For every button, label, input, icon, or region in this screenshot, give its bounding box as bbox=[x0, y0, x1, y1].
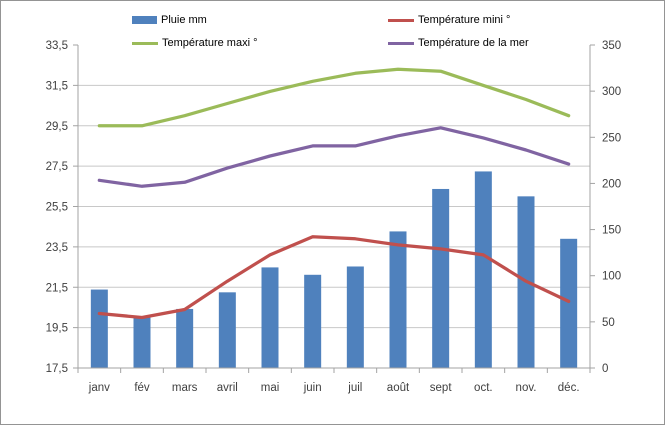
line-temperature-mini bbox=[97, 235, 571, 320]
left-axis-label: 17,5 bbox=[46, 363, 68, 375]
right-axis-label: 350 bbox=[602, 40, 621, 52]
bar-juin bbox=[304, 274, 322, 368]
right-axis-label: 200 bbox=[602, 178, 621, 190]
right-axis-label: 100 bbox=[602, 271, 621, 283]
legend-label-temperature-maxi: Température maxi ° bbox=[162, 37, 258, 49]
month-label-mars: mars bbox=[172, 382, 198, 394]
legend-item-temperature-mer: Température de la mer bbox=[388, 35, 529, 51]
month-label-juil: juil bbox=[347, 382, 362, 394]
line-temperature-maxi bbox=[97, 67, 571, 128]
bar-mars bbox=[176, 308, 194, 368]
month-label-dec: déc. bbox=[558, 382, 580, 394]
month-label-janv: janv bbox=[88, 382, 110, 394]
legend-label-temperature-mini: Température mini ° bbox=[418, 14, 511, 26]
right-axis-label: 300 bbox=[602, 86, 621, 98]
month-label-aout: août bbox=[387, 382, 410, 394]
month-label-juin: juin bbox=[303, 382, 322, 394]
right-axis-label: 50 bbox=[602, 317, 615, 329]
right-axis-label: 150 bbox=[602, 225, 621, 237]
bar-juil bbox=[346, 266, 364, 368]
bar-fev bbox=[133, 317, 151, 368]
legend-item-temperature-maxi: Température maxi ° bbox=[132, 35, 258, 51]
right-axis-label: 0 bbox=[602, 363, 608, 375]
legend-item-temperature-mini: Température mini ° bbox=[388, 12, 510, 28]
month-label-oct: oct. bbox=[474, 382, 493, 394]
month-label-nov: nov. bbox=[516, 382, 537, 394]
legend-label-pluie: Pluie mm bbox=[161, 14, 207, 26]
right-axis-label: 250 bbox=[602, 132, 621, 144]
left-axis-label: 19,5 bbox=[46, 323, 68, 335]
bar-janv bbox=[90, 289, 108, 368]
month-label-fev: fév bbox=[134, 382, 150, 394]
line-temperature-de-la-mer bbox=[97, 126, 571, 188]
month-label-mai: mai bbox=[261, 382, 280, 394]
left-axis-label: 25,5 bbox=[46, 202, 68, 214]
bar-oct bbox=[474, 171, 492, 368]
legend-line-swatch-temperature-mini bbox=[388, 18, 414, 22]
bar-sept bbox=[432, 188, 450, 368]
bar-aout bbox=[389, 231, 407, 368]
bar-dec bbox=[560, 238, 578, 368]
bar-avril bbox=[218, 292, 236, 368]
left-axis-label: 27,5 bbox=[46, 161, 68, 173]
legend-item-pluie: Pluie mm bbox=[132, 12, 207, 28]
bar-mai bbox=[261, 267, 279, 368]
left-axis-label: 31,5 bbox=[46, 80, 68, 92]
legend-line-swatch-temperature-mer bbox=[388, 41, 414, 45]
left-axis-label: 33,5 bbox=[46, 40, 68, 52]
legend-bar-swatch-pluie bbox=[132, 16, 157, 24]
legend-line-swatch-temperature-maxi bbox=[132, 41, 158, 45]
month-label-sept: sept bbox=[430, 382, 453, 394]
left-axis-label: 29,5 bbox=[46, 121, 68, 133]
legend-label-temperature-mer: Température de la mer bbox=[418, 37, 529, 49]
left-axis-label: 21,5 bbox=[46, 282, 68, 294]
month-label-avril: avril bbox=[217, 382, 238, 394]
left-axis-label: 23,5 bbox=[46, 242, 68, 254]
